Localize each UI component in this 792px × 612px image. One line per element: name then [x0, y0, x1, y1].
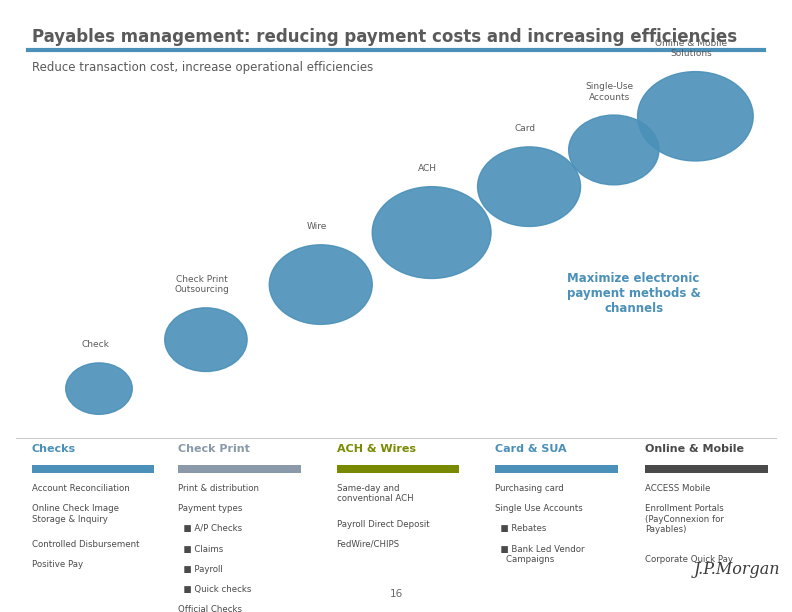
- Text: Check Print
Outsourcing: Check Print Outsourcing: [174, 275, 230, 294]
- Bar: [495, 465, 618, 473]
- Text: Online Check Image
Storage & Inquiry: Online Check Image Storage & Inquiry: [32, 504, 119, 524]
- Text: Print & distribution: Print & distribution: [178, 484, 259, 493]
- Bar: [337, 465, 459, 473]
- Circle shape: [66, 363, 132, 414]
- Bar: [178, 465, 301, 473]
- Text: ■ Payroll: ■ Payroll: [178, 565, 223, 574]
- Text: ACH: ACH: [418, 164, 437, 173]
- Text: ■ A/P Checks: ■ A/P Checks: [178, 524, 242, 534]
- Text: Check Print: Check Print: [178, 444, 250, 453]
- Text: FedWire/CHIPS: FedWire/CHIPS: [337, 540, 400, 549]
- Text: Payroll Direct Deposit: Payroll Direct Deposit: [337, 520, 429, 529]
- Text: Positive Pay: Positive Pay: [32, 560, 83, 569]
- Text: Reduce transaction cost, increase operational efficiencies: Reduce transaction cost, increase operat…: [32, 61, 373, 74]
- Text: Corporate Quick Pay: Corporate Quick Pay: [645, 555, 733, 564]
- Text: Online & Mobile: Online & Mobile: [645, 444, 744, 453]
- Text: Official Checks: Official Checks: [178, 605, 242, 612]
- Text: ACCESS Mobile: ACCESS Mobile: [645, 484, 711, 493]
- Text: J.P.Morgan: J.P.Morgan: [693, 561, 780, 578]
- Circle shape: [569, 115, 659, 185]
- Text: Controlled Disbursement: Controlled Disbursement: [32, 540, 139, 549]
- Text: Maximize electronic
payment methods &
channels: Maximize electronic payment methods & ch…: [567, 272, 700, 315]
- Text: Online & Mobile
Solutions: Online & Mobile Solutions: [655, 39, 728, 58]
- Circle shape: [372, 187, 491, 278]
- Text: Payables management: reducing payment costs and increasing efficiencies: Payables management: reducing payment co…: [32, 28, 737, 45]
- Text: Single-Use
Accounts: Single-Use Accounts: [586, 82, 634, 102]
- Text: Checks: Checks: [32, 444, 76, 453]
- Text: ACH & Wires: ACH & Wires: [337, 444, 416, 453]
- Circle shape: [165, 308, 247, 371]
- Text: Same-day and
conventional ACH: Same-day and conventional ACH: [337, 484, 413, 504]
- Text: ■ Claims: ■ Claims: [178, 545, 223, 554]
- Circle shape: [269, 245, 372, 324]
- Text: ■ Rebates: ■ Rebates: [495, 524, 546, 534]
- Text: Card & SUA: Card & SUA: [495, 444, 566, 453]
- Text: ■ Quick checks: ■ Quick checks: [178, 585, 252, 594]
- Text: Purchasing card: Purchasing card: [495, 484, 564, 493]
- Text: Check: Check: [81, 340, 109, 349]
- Text: ■ Bank Led Vendor
    Campaigns: ■ Bank Led Vendor Campaigns: [495, 545, 584, 564]
- Circle shape: [478, 147, 581, 226]
- Bar: [32, 465, 154, 473]
- Bar: [645, 465, 768, 473]
- Text: 16: 16: [390, 589, 402, 599]
- Circle shape: [638, 72, 753, 161]
- Text: Enrollment Portals
(PayConnexion for
Payables): Enrollment Portals (PayConnexion for Pay…: [645, 504, 725, 534]
- Text: Account Reconciliation: Account Reconciliation: [32, 484, 129, 493]
- Text: Wire: Wire: [307, 222, 327, 231]
- Text: Payment types: Payment types: [178, 504, 242, 513]
- Text: Single Use Accounts: Single Use Accounts: [495, 504, 583, 513]
- Text: Card: Card: [515, 124, 535, 133]
